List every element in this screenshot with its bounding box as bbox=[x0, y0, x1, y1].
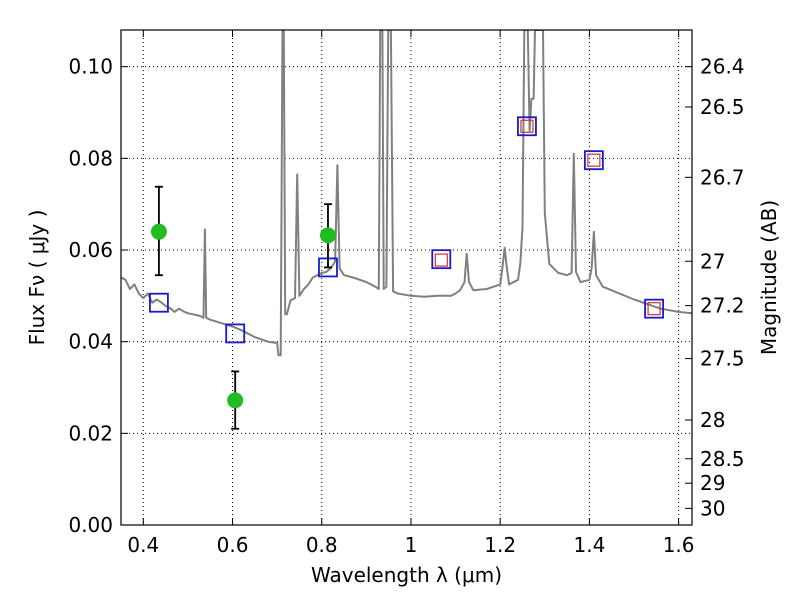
y-tick-label: 0.00 bbox=[68, 513, 113, 537]
x-tick-label: 1.4 bbox=[573, 533, 605, 557]
mag-tick-label: 28 bbox=[700, 408, 725, 432]
y-axis-title: Flux Fν ( μJy ) bbox=[25, 210, 49, 346]
x-axis-title: Wavelength λ (μm) bbox=[311, 563, 502, 587]
model-flux-box bbox=[431, 249, 452, 270]
mag-tick-label: 28.5 bbox=[700, 447, 745, 471]
mag-tick-label: 26.5 bbox=[700, 95, 745, 119]
model-spectrum bbox=[121, 30, 692, 357]
mag-tick-label: 27.2 bbox=[700, 294, 745, 318]
mag-tick-label: 29 bbox=[700, 471, 725, 495]
gridlines bbox=[121, 30, 692, 525]
inner-flux-box bbox=[587, 153, 601, 167]
y-tick-label: 0.02 bbox=[68, 421, 113, 445]
mag-tick-label: 27 bbox=[700, 249, 725, 273]
x-tick-label: 1.2 bbox=[484, 533, 516, 557]
y-tick-label: 0.06 bbox=[68, 238, 113, 262]
x-tick-label: 1 bbox=[405, 533, 418, 557]
observed-flux-point bbox=[150, 223, 167, 240]
x-tick-label: 0.8 bbox=[306, 533, 338, 557]
inner-flux-box bbox=[434, 253, 448, 267]
inner-flux-box bbox=[520, 119, 534, 133]
model-flux-box bbox=[149, 292, 169, 313]
model-flux-box bbox=[517, 116, 537, 137]
model-flux-box bbox=[583, 150, 604, 171]
y-tick-label: 0.10 bbox=[68, 55, 113, 79]
mag-tick-label: 27.5 bbox=[700, 347, 745, 371]
plot-frame bbox=[120, 29, 693, 526]
mag-tick-label: 30 bbox=[700, 496, 725, 520]
x-tick-label: 0.4 bbox=[127, 533, 159, 557]
y-tick-label: 0.04 bbox=[68, 330, 113, 354]
inner-flux-box bbox=[647, 302, 661, 316]
spectrum-line bbox=[121, 30, 692, 357]
right-axis-title: Magnitude (AB) bbox=[757, 200, 781, 355]
y-tick-label: 0.08 bbox=[68, 146, 113, 170]
mag-tick-label: 26.7 bbox=[700, 165, 745, 189]
observed-flux-point bbox=[227, 392, 244, 409]
data-points bbox=[149, 116, 664, 430]
x-tick-label: 1.6 bbox=[663, 533, 695, 557]
observed-flux-point bbox=[319, 227, 336, 244]
x-tick-label: 0.6 bbox=[217, 533, 249, 557]
axis-ticks: 0.4 0.6 0.8 1 1.2 1.4 1.6 0.00 0.02 0.04 0.06 0.08 0… bbox=[68, 30, 745, 557]
model-flux-box bbox=[225, 323, 246, 344]
model-flux-box bbox=[644, 298, 664, 319]
mag-tick-label: 26.4 bbox=[700, 55, 745, 79]
